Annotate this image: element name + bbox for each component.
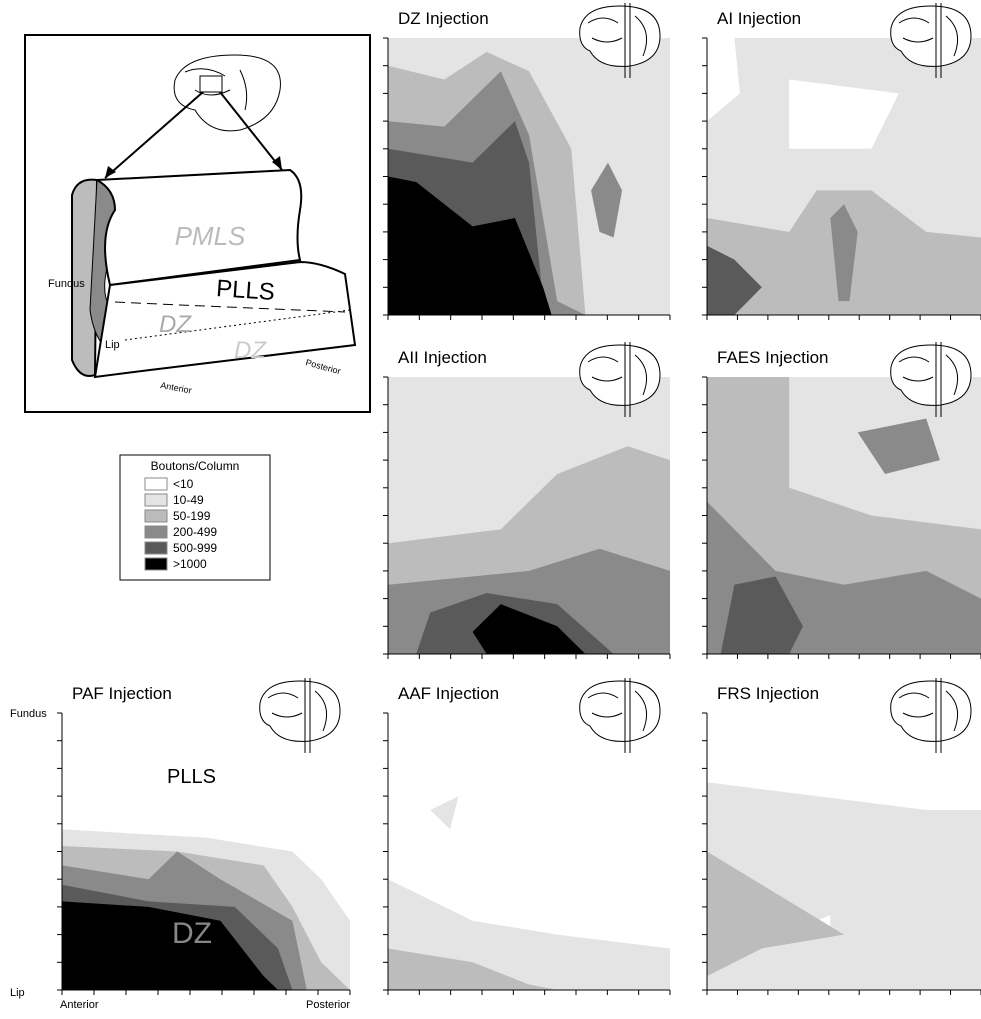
brain-icon xyxy=(580,681,660,741)
legend-swatch xyxy=(145,478,167,490)
schematic: PMLS PLLS DZ DZ Fundus Lip Anterior Post… xyxy=(25,35,370,412)
region-label: PLLS xyxy=(167,766,216,788)
legend-label: 10-49 xyxy=(173,493,204,507)
panel-title: PAF Injection xyxy=(72,684,172,703)
panel-title: AII Injection xyxy=(398,348,487,367)
page: {"schematic": {"regions": ["PMLS", "PLLS… xyxy=(0,0,981,1019)
legend-swatch xyxy=(145,542,167,554)
legend-swatch xyxy=(145,494,167,506)
region-label: DZ xyxy=(234,337,267,364)
axis-label: Lip xyxy=(10,987,25,999)
legend-title: Boutons/Column xyxy=(151,459,240,473)
region-label: DZ xyxy=(159,311,192,338)
legend-label: <10 xyxy=(173,477,194,491)
region-label: DZ xyxy=(172,917,212,950)
axis-label: Fundus xyxy=(10,708,47,720)
contour-region xyxy=(430,796,458,829)
axis-label: Anterior xyxy=(60,999,99,1011)
panel-title: FRS Injection xyxy=(717,684,819,703)
region-label: PLLS xyxy=(215,275,275,306)
legend-swatch xyxy=(145,526,167,538)
brain-icon xyxy=(260,681,340,741)
legend-swatch xyxy=(145,558,167,570)
legend-swatch xyxy=(145,510,167,522)
legend-label: >1000 xyxy=(173,557,207,571)
legend-label: 200-499 xyxy=(173,525,217,539)
region-label: PMLS xyxy=(175,221,246,251)
legend-label: 500-999 xyxy=(173,541,217,555)
panel-title: AAF Injection xyxy=(398,684,499,703)
panel-title: AI Injection xyxy=(717,9,801,28)
edge-label: Fundus xyxy=(48,278,85,290)
figure: PMLS PLLS DZ DZ Fundus Lip Anterior Post… xyxy=(0,0,981,1019)
axis-label: Posterior xyxy=(306,999,350,1011)
legend: Boutons/Column <10 10-49 50-199 200-499 500-… xyxy=(120,455,270,580)
brain-icon xyxy=(891,681,971,741)
edge-label: Lip xyxy=(105,339,120,351)
panel-title: DZ Injection xyxy=(398,9,489,28)
legend-label: 50-199 xyxy=(173,509,211,523)
panel-title: FAES Injection xyxy=(717,348,829,367)
